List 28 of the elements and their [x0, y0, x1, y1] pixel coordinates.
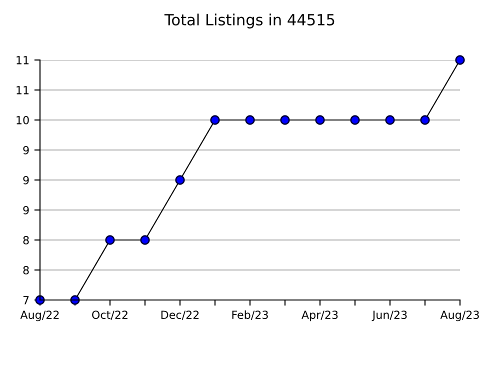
y-tick-label: 8 — [23, 236, 29, 244]
point — [385, 115, 395, 125]
point — [175, 175, 185, 185]
x-tick-label: Aug/22 — [20, 310, 59, 322]
y-tick-label: 9 — [23, 146, 29, 154]
y-tick-label: 11 — [16, 56, 29, 64]
point — [315, 115, 325, 125]
x-tick-label: Jun/23 — [372, 310, 407, 322]
point — [105, 235, 115, 245]
point — [455, 55, 465, 65]
y-tick-label: 9 — [23, 206, 29, 214]
x-tick-label: Dec/22 — [161, 310, 199, 320]
x-tick-label: Feb/23 — [232, 310, 268, 320]
x-tick-label: Oct/22 — [92, 310, 128, 320]
point — [245, 115, 255, 125]
point — [280, 115, 290, 125]
point — [350, 115, 360, 125]
y-tick-label: 9 — [23, 176, 29, 184]
chart-title: Total Listings in 44515 — [164, 14, 334, 28]
point — [140, 235, 150, 245]
y-tick-label: 11 — [16, 86, 29, 94]
y-tick-label: 8 — [23, 266, 29, 274]
point — [420, 115, 430, 125]
point — [210, 115, 220, 125]
y-tick-label: 7 — [23, 296, 29, 304]
x-tick-label: Apr/23 — [302, 310, 338, 322]
y-tick-label: 10 — [16, 116, 29, 124]
x-tick-label: Aug/23 — [440, 310, 479, 322]
